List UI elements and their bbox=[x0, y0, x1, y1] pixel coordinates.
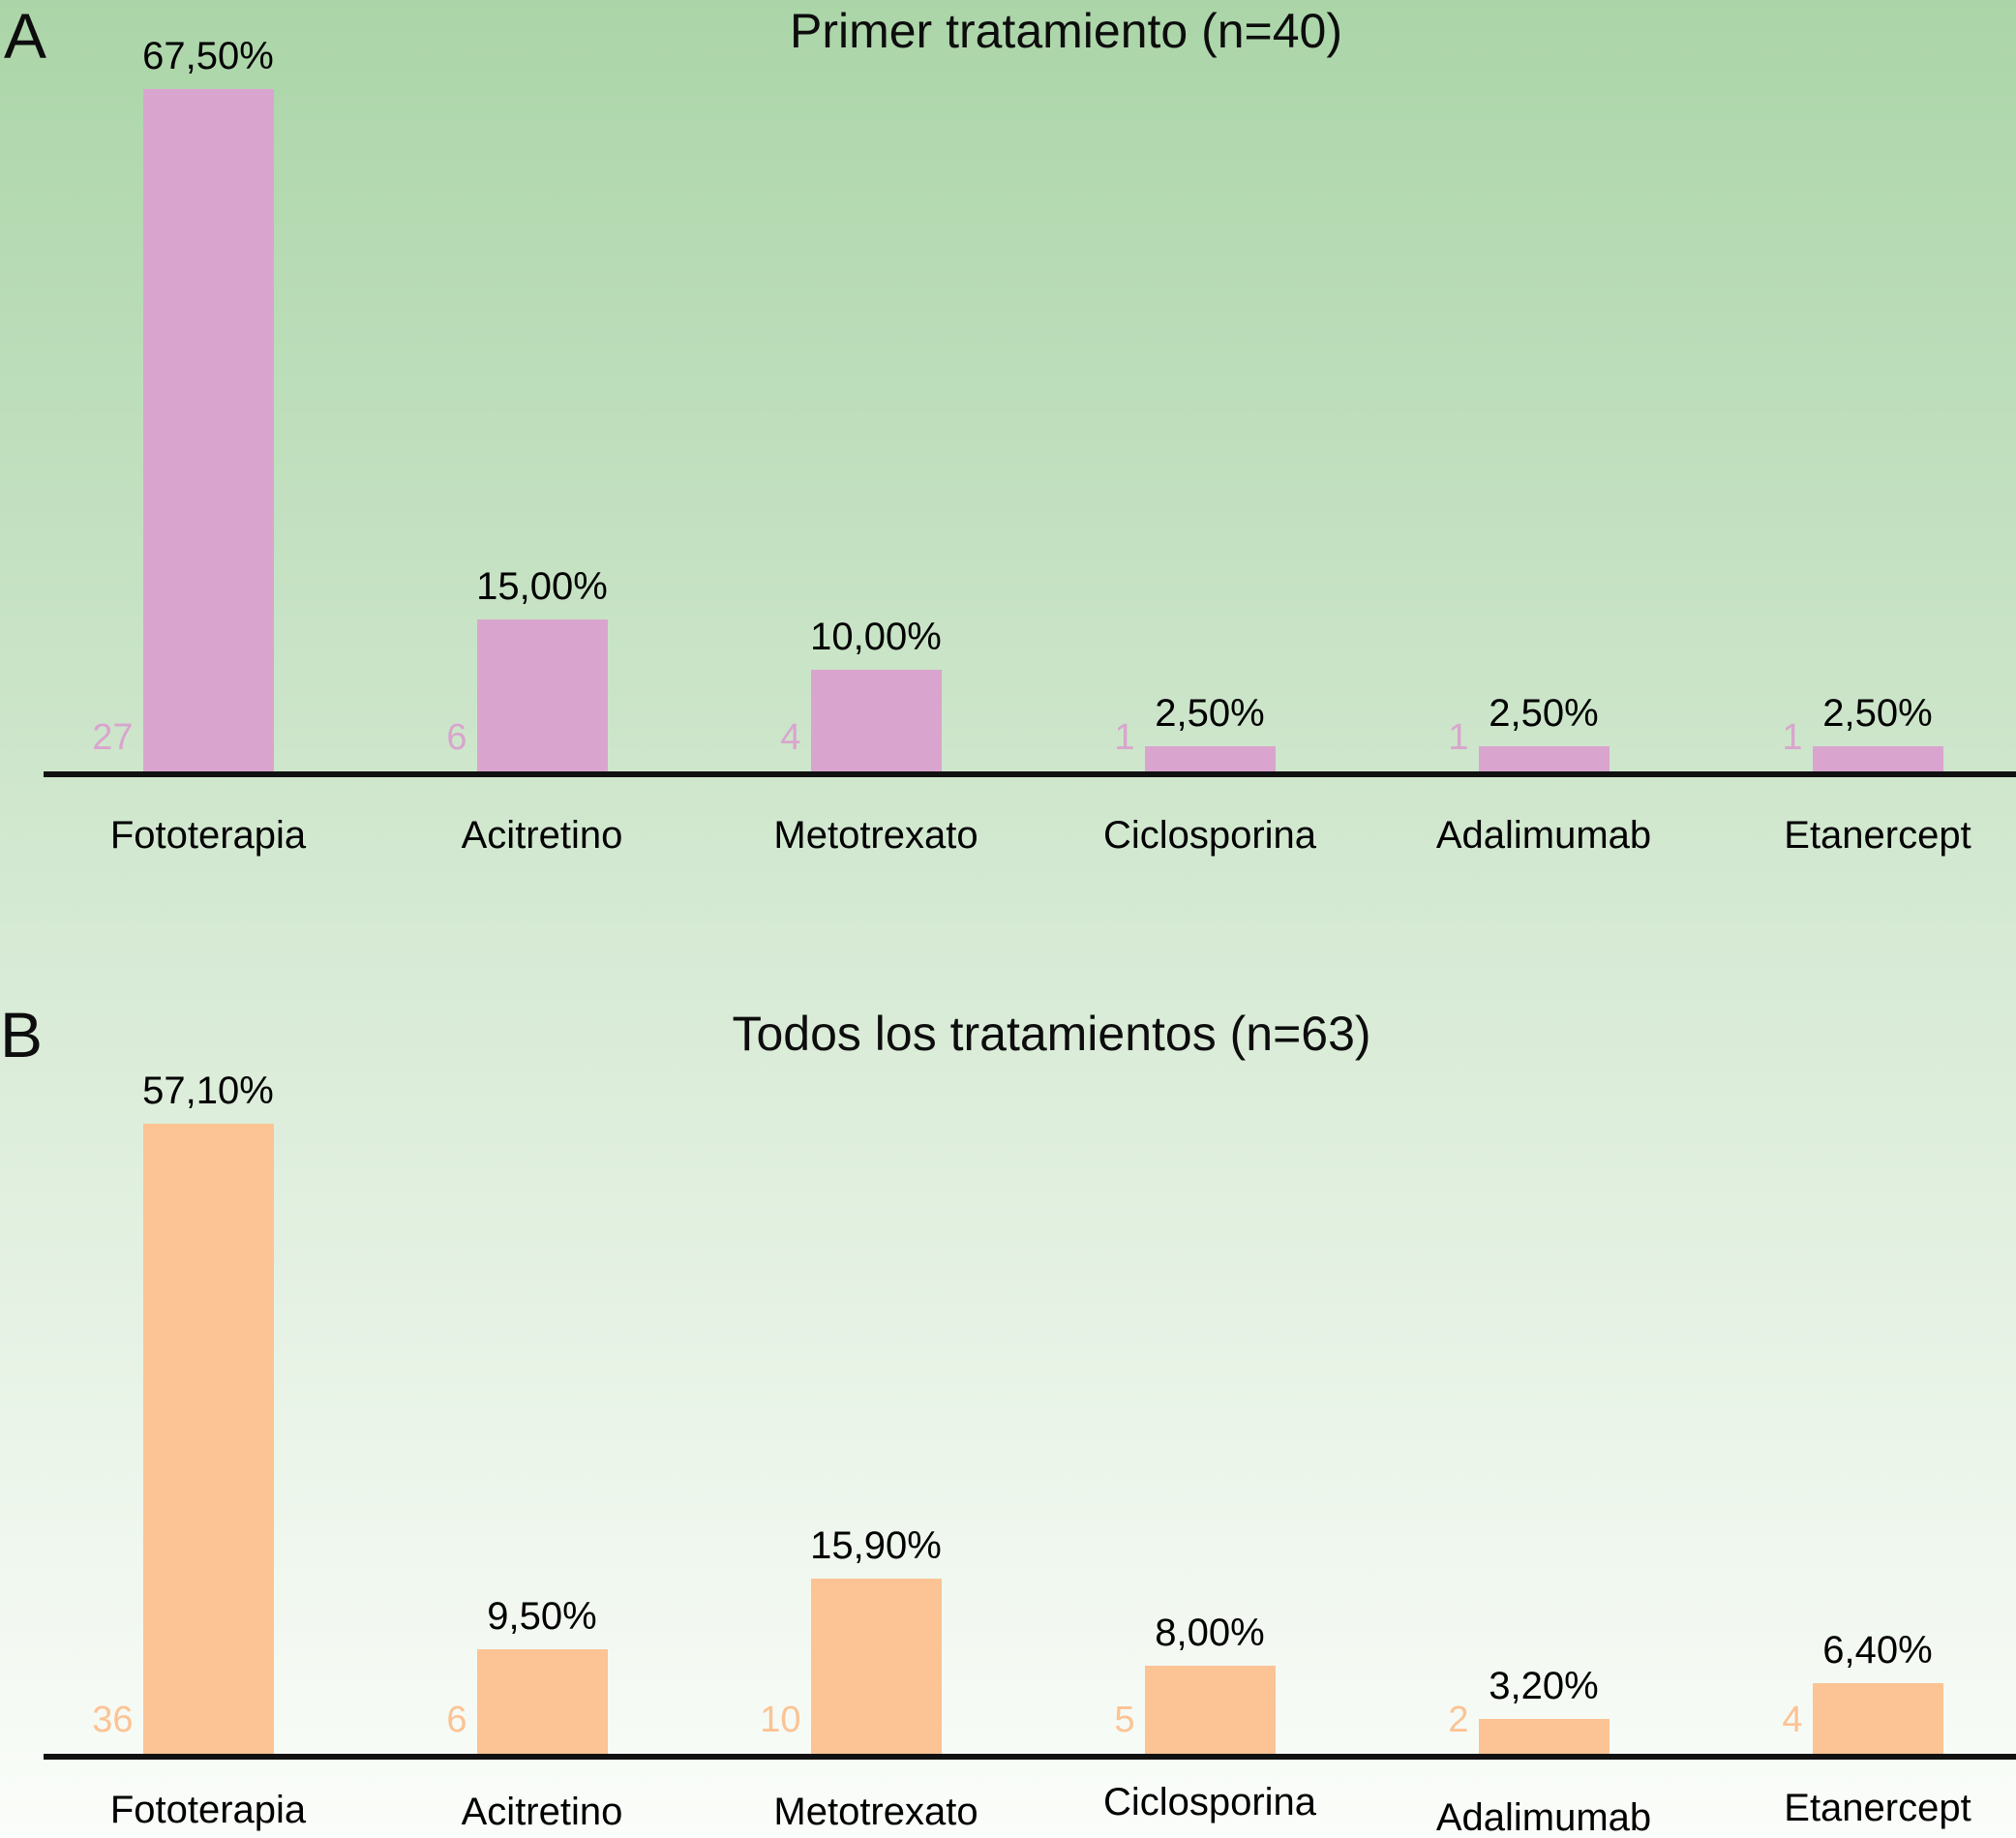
bar-ciclosporina bbox=[1144, 1666, 1276, 1754]
bar-acitretino bbox=[476, 619, 608, 771]
value-label-metotrexato: 15,90% bbox=[810, 1524, 942, 1567]
count-label-adalimumab: 1 bbox=[1448, 717, 1469, 759]
panel-b-x-axis bbox=[44, 1754, 2016, 1760]
category-label-ciclosporina: Ciclosporina bbox=[1102, 1781, 1317, 1823]
bar-metotrexato bbox=[810, 1579, 942, 1754]
panel-a-x-axis bbox=[44, 771, 2016, 777]
count-label-etanercept: 4 bbox=[1782, 1700, 1803, 1741]
category-label-adalimumab: Adalimumab bbox=[1435, 814, 1652, 857]
bar-fototerapia bbox=[142, 1124, 274, 1754]
category-label-etanercept: Etanercept bbox=[1784, 1787, 1971, 1829]
category-label-fototerapia: Fototerapia bbox=[109, 1789, 307, 1831]
count-label-ciclosporina: 5 bbox=[1114, 1700, 1135, 1741]
category-label-metotrexato: Metotrexato bbox=[773, 1791, 978, 1833]
count-label-fototerapia: 36 bbox=[92, 1700, 134, 1741]
bar-etanercept bbox=[1812, 746, 1943, 771]
count-label-metotrexato: 10 bbox=[760, 1700, 801, 1741]
category-label-acitretino: Acitretino bbox=[461, 814, 623, 857]
count-label-ciclosporina: 1 bbox=[1114, 717, 1135, 759]
panel-a-letter: A bbox=[4, 0, 47, 72]
value-label-etanercept: 2,50% bbox=[1822, 692, 1933, 735]
bar-acitretino bbox=[476, 1649, 608, 1754]
count-label-metotrexato: 4 bbox=[780, 717, 801, 759]
category-label-etanercept: Etanercept bbox=[1784, 814, 1971, 857]
bar-fototerapia bbox=[142, 89, 274, 771]
panel-a-title: Primer tratamiento (n=40) bbox=[789, 4, 1343, 58]
value-label-fototerapia: 67,50% bbox=[142, 35, 274, 77]
value-label-ciclosporina: 8,00% bbox=[1155, 1612, 1265, 1654]
count-label-acitretino: 6 bbox=[446, 1700, 467, 1741]
value-label-etanercept: 6,40% bbox=[1822, 1629, 1933, 1672]
bar-ciclosporina bbox=[1144, 746, 1276, 771]
count-label-adalimumab: 2 bbox=[1448, 1700, 1469, 1741]
panel-b-letter: B bbox=[0, 999, 44, 1070]
count-label-fototerapia: 27 bbox=[92, 717, 134, 759]
value-label-adalimumab: 3,20% bbox=[1489, 1665, 1599, 1707]
category-label-ciclosporina: Ciclosporina bbox=[1102, 814, 1317, 857]
category-label-metotrexato: Metotrexato bbox=[773, 814, 978, 857]
category-label-adalimumab: Adalimumab bbox=[1435, 1796, 1652, 1838]
category-label-acitretino: Acitretino bbox=[461, 1791, 623, 1833]
count-label-etanercept: 1 bbox=[1782, 717, 1803, 759]
value-label-ciclosporina: 2,50% bbox=[1155, 692, 1265, 735]
count-label-acitretino: 6 bbox=[446, 717, 467, 759]
category-label-fototerapia: Fototerapia bbox=[109, 814, 307, 857]
panel-b-title: Todos los tratamientos (n=63) bbox=[732, 1007, 1371, 1061]
value-label-fototerapia: 57,10% bbox=[142, 1070, 274, 1112]
bar-etanercept bbox=[1812, 1683, 1943, 1754]
bar-adalimumab bbox=[1478, 1719, 1610, 1754]
value-label-acitretino: 15,00% bbox=[476, 565, 608, 608]
bar-metotrexato bbox=[810, 670, 942, 771]
bar-adalimumab bbox=[1478, 746, 1610, 771]
value-label-adalimumab: 2,50% bbox=[1489, 692, 1599, 735]
value-label-metotrexato: 10,00% bbox=[810, 616, 942, 658]
value-label-acitretino: 9,50% bbox=[487, 1595, 597, 1638]
